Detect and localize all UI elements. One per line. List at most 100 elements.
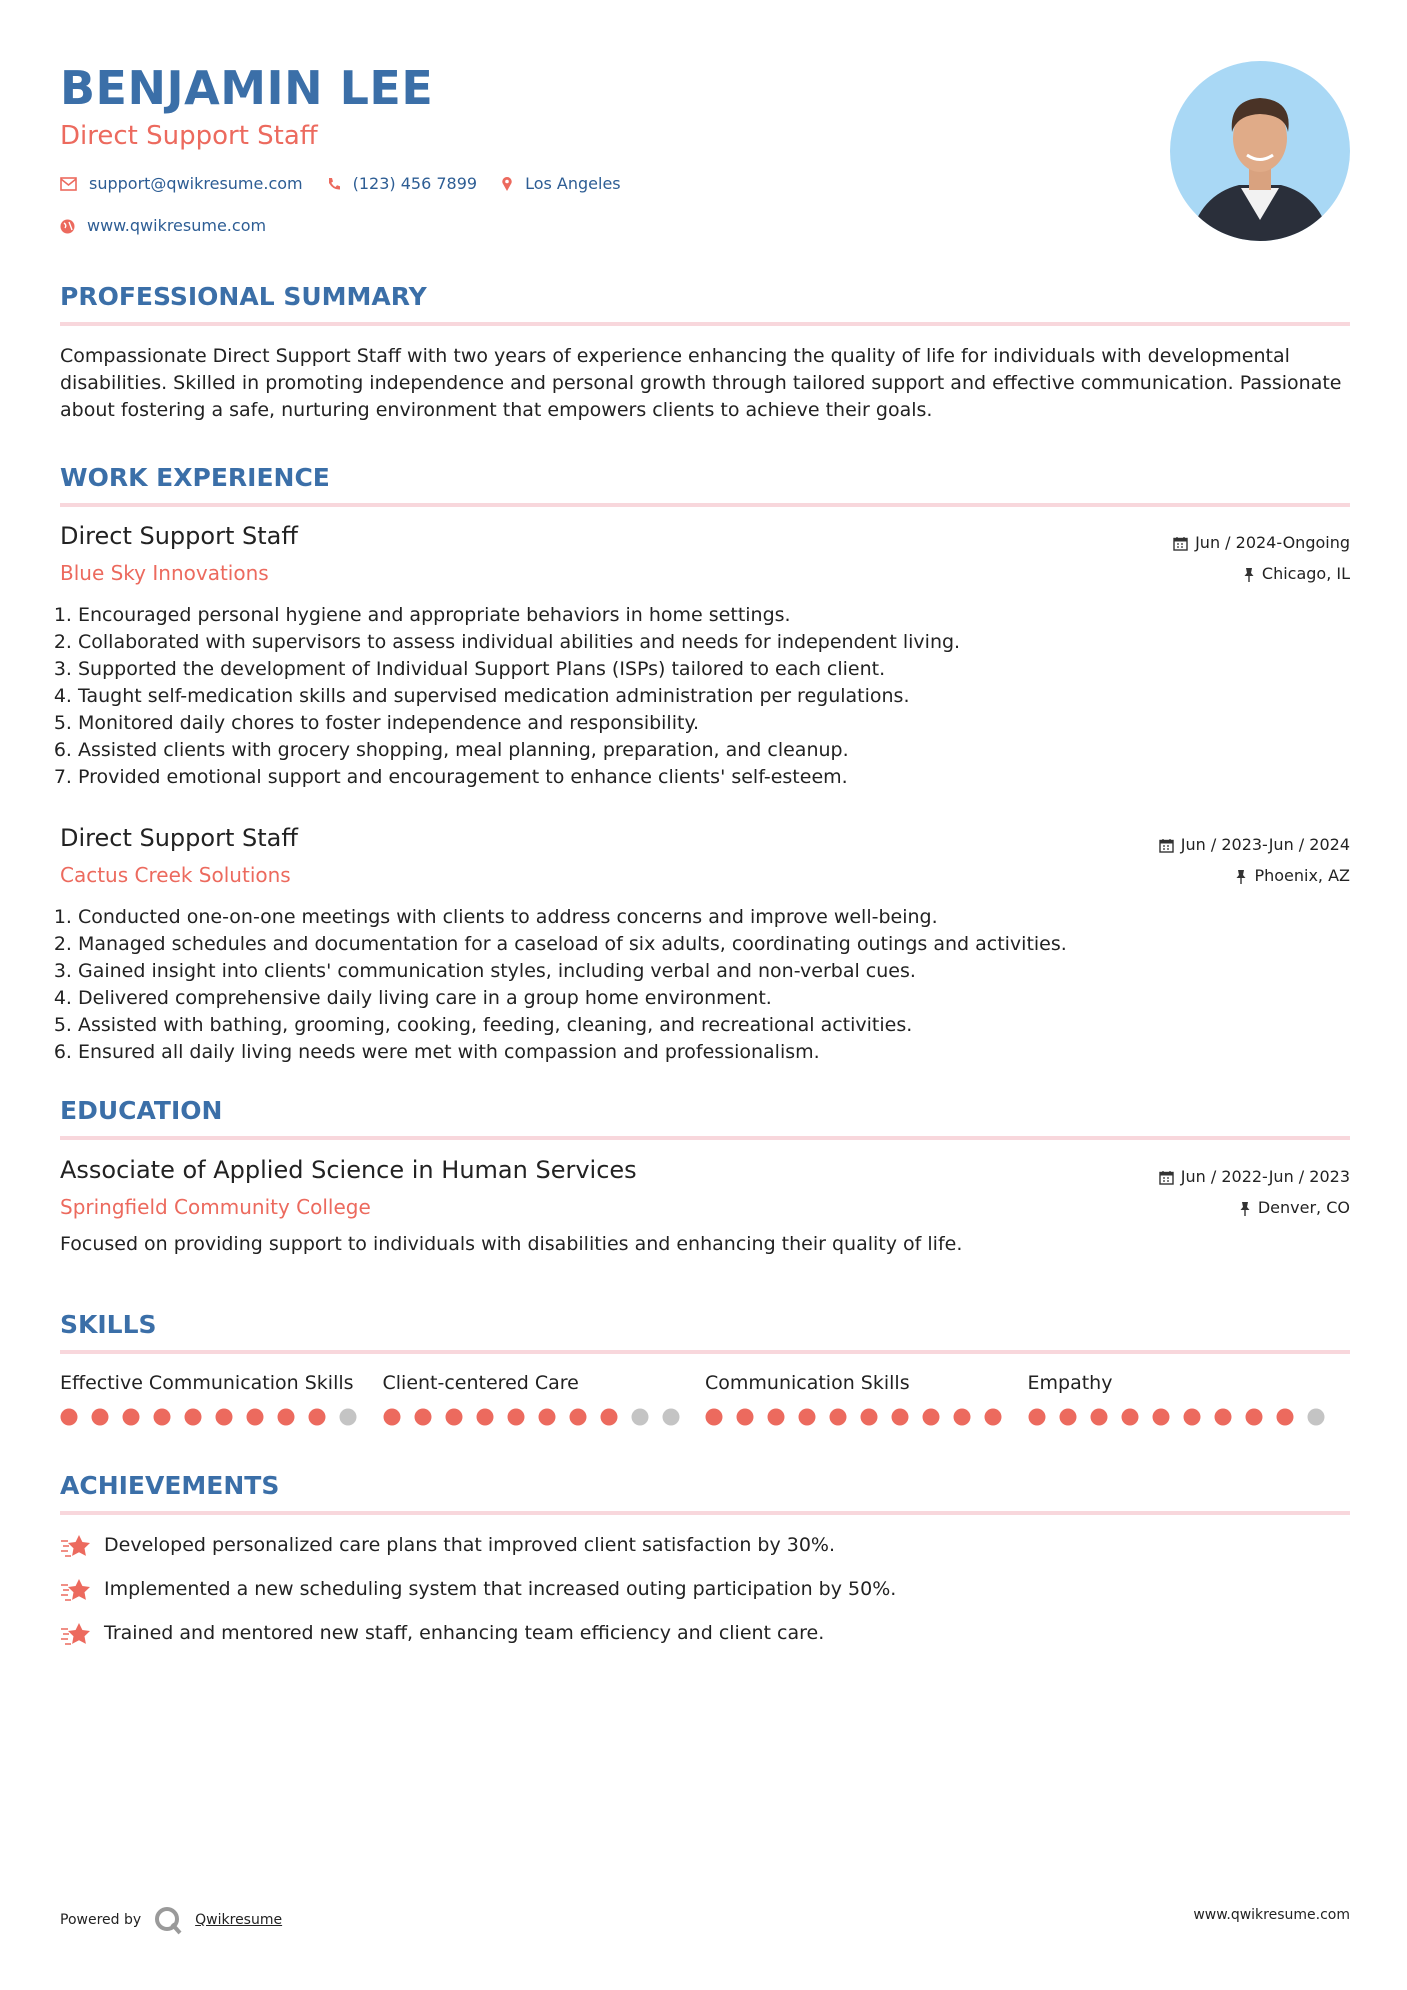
skill-rating bbox=[705, 1408, 1028, 1426]
achievement: Developed personalized care plans that i… bbox=[60, 1532, 1350, 1559]
achievement-icon bbox=[61, 1578, 90, 1601]
achievement: Implemented a new scheduling system that… bbox=[60, 1576, 1350, 1603]
date-row: Jun / 2024-Ongoing bbox=[1173, 533, 1350, 553]
rating-dot-filled bbox=[383, 1408, 400, 1426]
section-heading: SKILLS bbox=[60, 1310, 1350, 1354]
section-heading: EDUCATION bbox=[60, 1096, 1350, 1140]
achievement-icon bbox=[61, 1622, 90, 1645]
summary-section: PROFESSIONAL SUMMARY Compassionate Direc… bbox=[60, 282, 1350, 424]
degree: Associate of Applied Science in Human Se… bbox=[60, 1156, 637, 1184]
rating-dot-filled bbox=[277, 1408, 295, 1426]
name: BENJAMIN LEE bbox=[60, 61, 434, 115]
rating-dot-empty bbox=[339, 1408, 357, 1426]
date-row: Jun / 2023-Jun / 2024 bbox=[1159, 835, 1350, 855]
rating-dot-filled bbox=[1090, 1408, 1107, 1426]
bullet: Monitored daily chores to foster indepen… bbox=[78, 710, 1350, 737]
contact-row: support@qwikresume.com (123) 456 7899 Lo… bbox=[60, 173, 645, 195]
skill-rating bbox=[1028, 1408, 1351, 1426]
rating-dot-filled bbox=[569, 1408, 586, 1426]
skill-rating bbox=[383, 1408, 706, 1426]
bullet: Managed schedules and documentation for … bbox=[78, 931, 1350, 958]
rating-dot-filled bbox=[860, 1408, 878, 1426]
job-entry: Direct Support Staff Blue Sky Innovations… bbox=[60, 521, 1350, 791]
rating-dot-filled bbox=[1245, 1408, 1262, 1426]
rating-dot-filled bbox=[60, 1408, 78, 1426]
rating-dot-filled bbox=[184, 1408, 202, 1426]
powered-by: Powered by bbox=[60, 1912, 142, 1928]
job-title: Direct Support Staff bbox=[60, 121, 318, 151]
skills-list: Effective Communication Skills Client-cen… bbox=[60, 1370, 1350, 1426]
job-entry: Direct Support Staff Cactus Creek Solutio… bbox=[60, 823, 1350, 1066]
achievements-section: ACHIEVEMENTS Developed personalized care… bbox=[60, 1471, 1350, 1647]
section-heading: ACHIEVEMENTS bbox=[60, 1471, 1350, 1515]
skill-name: Client-centered Care bbox=[382, 1372, 579, 1394]
footer-website: www.qwikresume.com bbox=[1193, 1907, 1350, 1923]
section-heading: PROFESSIONAL SUMMARY bbox=[60, 282, 1350, 326]
skills-section: SKILLS Effective Communication Skills Cli… bbox=[60, 1310, 1350, 1426]
location-row: Denver, CO bbox=[1239, 1198, 1350, 1218]
rating-dot-filled bbox=[1214, 1408, 1231, 1426]
rating-dot-filled bbox=[984, 1408, 1002, 1426]
school: Springfield Community College bbox=[60, 1195, 371, 1219]
rating-dot-filled bbox=[445, 1408, 462, 1426]
rating-dot-filled bbox=[829, 1408, 847, 1426]
achievement-text: Implemented a new scheduling system that… bbox=[104, 1578, 897, 1600]
location-icon bbox=[502, 176, 512, 191]
skill-name: Communication Skills bbox=[705, 1372, 910, 1394]
bullet: Conducted one-on-one meetings with clien… bbox=[78, 904, 1350, 931]
rating-dot-filled bbox=[1028, 1408, 1045, 1426]
date: Jun / 2024-Ongoing bbox=[1195, 533, 1350, 552]
achievement-text: Trained and mentored new staff, enhancin… bbox=[104, 1622, 825, 1644]
pin-icon bbox=[1240, 1201, 1250, 1216]
bullet: Ensured all daily living needs were met … bbox=[78, 1039, 1350, 1066]
phone-icon bbox=[328, 178, 340, 190]
pin-icon bbox=[1244, 567, 1254, 582]
rating-dot-filled bbox=[1121, 1408, 1138, 1426]
rating-dot-filled bbox=[507, 1408, 524, 1426]
bullet-list: Conducted one-on-one meetings with clien… bbox=[60, 904, 1350, 1066]
email-icon bbox=[60, 177, 77, 191]
website: www.qwikresume.com bbox=[87, 216, 267, 235]
bullet: Supported the development of Individual … bbox=[78, 656, 1350, 683]
bullet: Assisted with bathing, grooming, cooking… bbox=[78, 1012, 1350, 1039]
section-heading: WORK EXPERIENCE bbox=[60, 463, 1350, 507]
location: Denver, CO bbox=[1257, 1198, 1350, 1217]
date: Jun / 2022-Jun / 2023 bbox=[1180, 1167, 1350, 1186]
company: Cactus Creek Solutions bbox=[60, 863, 291, 887]
achievement-text: Developed personalized care plans that i… bbox=[104, 1534, 836, 1556]
rating-dot-filled bbox=[246, 1408, 264, 1426]
education-section: EDUCATION Associate of Applied Science i… bbox=[60, 1096, 1350, 1258]
skill-rating bbox=[60, 1408, 383, 1426]
brand-logo bbox=[155, 1907, 182, 1935]
rating-dot-filled bbox=[736, 1408, 754, 1426]
contact-row: www.qwikresume.com bbox=[60, 215, 290, 237]
location-row: Chicago, IL bbox=[1243, 564, 1350, 584]
rating-dot-filled bbox=[215, 1408, 233, 1426]
brand-link[interactable]: Qwikresume bbox=[195, 1912, 283, 1928]
rating-dot-filled bbox=[153, 1408, 171, 1426]
achievement: Trained and mentored new staff, enhancin… bbox=[60, 1620, 1350, 1647]
rating-dot-filled bbox=[308, 1408, 326, 1426]
location: Phoenix, AZ bbox=[1254, 866, 1350, 885]
rating-dot-filled bbox=[1152, 1408, 1169, 1426]
rating-dot-filled bbox=[1276, 1408, 1293, 1426]
achievement-icon bbox=[61, 1534, 90, 1557]
rating-dot-empty bbox=[662, 1408, 679, 1426]
rating-dot-filled bbox=[538, 1408, 555, 1426]
rating-dot-filled bbox=[953, 1408, 971, 1426]
rating-dot-filled bbox=[705, 1408, 723, 1426]
calendar-icon bbox=[1159, 838, 1174, 853]
location: Los Angeles bbox=[525, 174, 621, 193]
bullet: Taught self-medication skills and superv… bbox=[78, 683, 1350, 710]
rating-dot-filled bbox=[600, 1408, 617, 1426]
rating-dot-filled bbox=[122, 1408, 140, 1426]
rating-dot-filled bbox=[798, 1408, 816, 1426]
bullet: Collaborated with supervisors to assess … bbox=[78, 629, 1350, 656]
job-title: Direct Support Staff bbox=[60, 824, 298, 852]
experience-section: WORK EXPERIENCE Direct Support Staff Blue… bbox=[60, 463, 1350, 1066]
bullet: Provided emotional support and encourage… bbox=[78, 764, 1350, 791]
rating-dot-empty bbox=[1307, 1408, 1324, 1426]
company: Blue Sky Innovations bbox=[60, 561, 269, 585]
